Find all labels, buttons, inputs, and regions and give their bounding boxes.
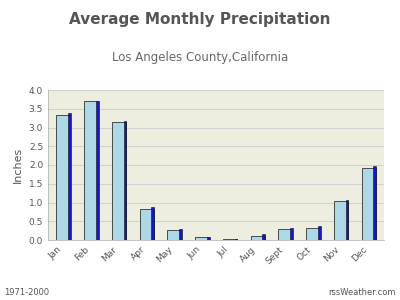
Bar <box>334 201 348 240</box>
Bar <box>235 239 237 240</box>
Bar <box>346 200 348 240</box>
Bar <box>318 226 321 240</box>
Bar <box>251 236 264 240</box>
Bar <box>168 230 181 240</box>
Text: 1971-2000: 1971-2000 <box>4 288 49 297</box>
Text: Average Monthly Precipitation: Average Monthly Precipitation <box>69 12 331 27</box>
Bar <box>140 209 154 240</box>
Bar <box>56 115 70 240</box>
Bar <box>124 121 126 240</box>
Bar <box>112 122 126 240</box>
Bar <box>262 234 265 240</box>
Bar <box>68 113 71 240</box>
Bar <box>179 229 182 240</box>
Bar <box>278 229 292 240</box>
Bar <box>151 207 154 240</box>
Y-axis label: Inches: Inches <box>13 147 23 183</box>
Bar <box>223 239 237 240</box>
Bar <box>374 166 376 240</box>
Bar <box>290 228 293 240</box>
Bar <box>362 168 376 240</box>
Bar <box>84 101 98 240</box>
Bar <box>306 228 320 240</box>
Text: rssWeather.com: rssWeather.com <box>328 288 396 297</box>
Text: Los Angeles County,California: Los Angeles County,California <box>112 51 288 64</box>
Bar <box>195 237 209 240</box>
Bar <box>207 237 210 240</box>
Bar <box>96 100 98 240</box>
